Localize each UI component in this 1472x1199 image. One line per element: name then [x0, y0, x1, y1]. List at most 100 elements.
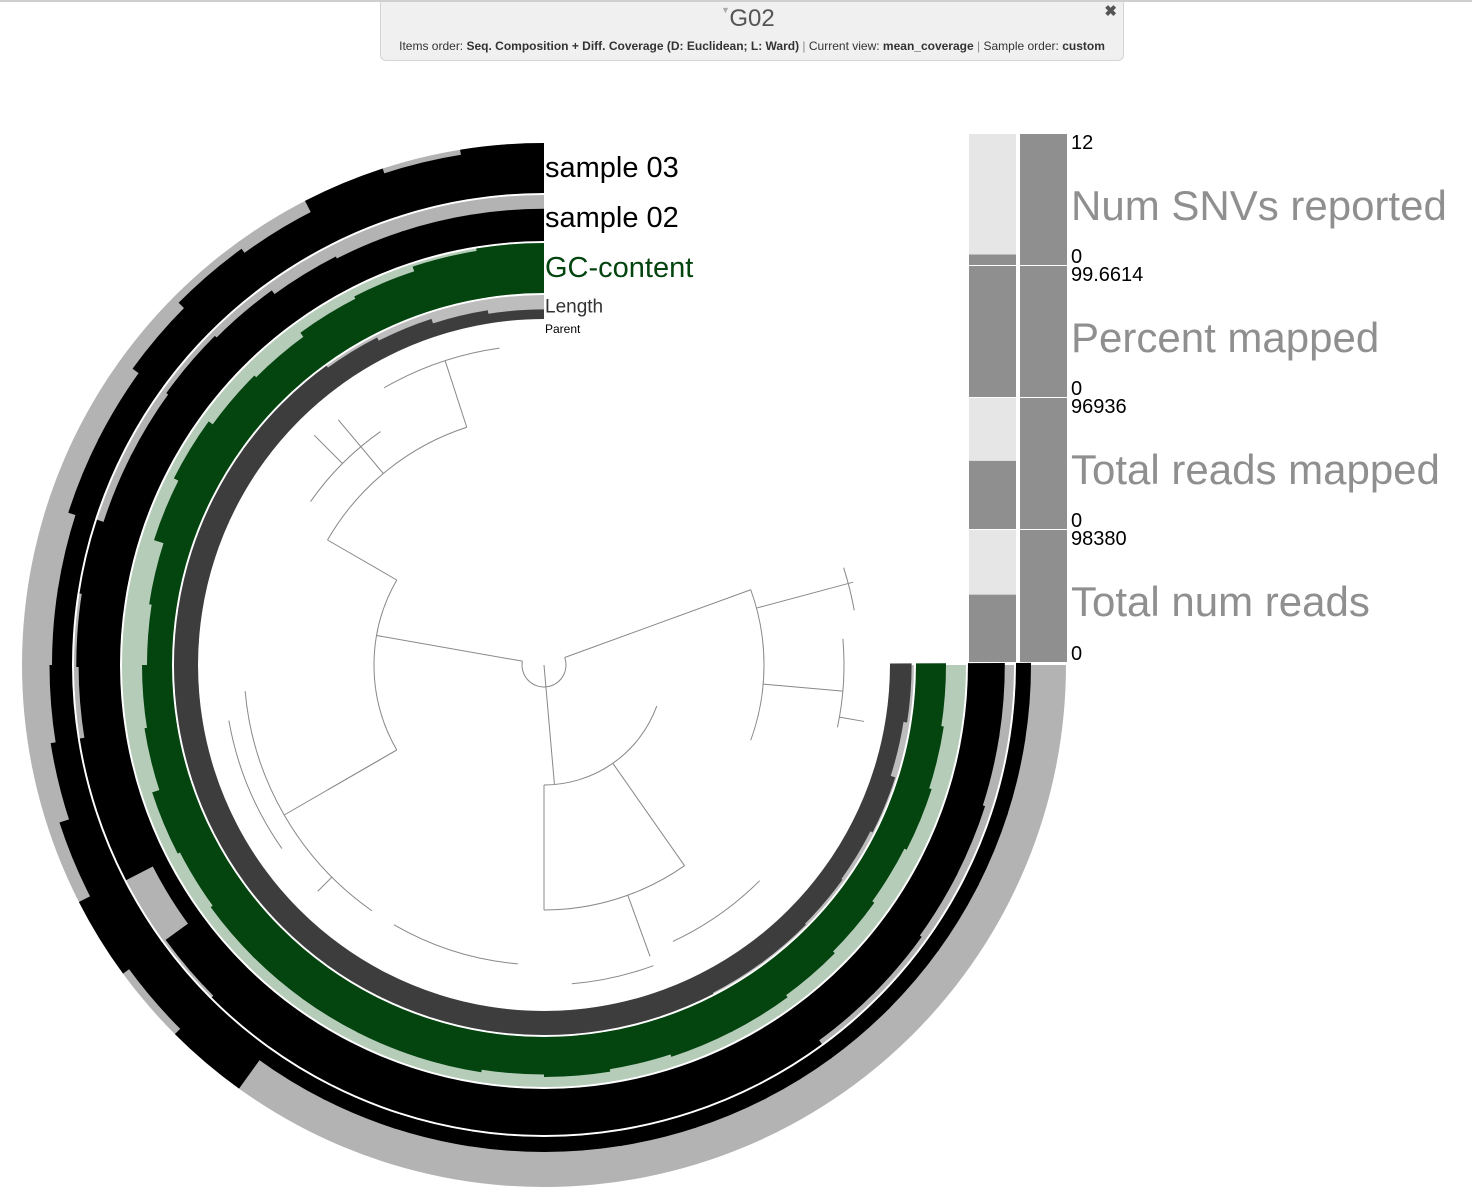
layer-bar[interactable] [921, 794, 986, 876]
layer-bar[interactable] [326, 337, 387, 386]
layer-bar[interactable] [821, 997, 890, 1059]
layer-bar[interactable] [479, 1032, 546, 1075]
layer-bar[interactable] [142, 665, 177, 730]
layer-bar[interactable] [79, 519, 141, 601]
layer-bar[interactable] [52, 588, 78, 668]
layer-bar[interactable] [412, 250, 486, 312]
layer-bar[interactable] [873, 717, 904, 778]
layer-bar[interactable] [192, 771, 237, 835]
layer-bar[interactable] [152, 779, 214, 854]
layer-bar[interactable] [326, 944, 389, 996]
layer-bar[interactable] [78, 879, 164, 974]
layer-bar[interactable] [257, 1046, 332, 1100]
layer-bar[interactable] [887, 855, 958, 938]
layer-bar[interactable] [59, 810, 125, 899]
layer-bar[interactable] [416, 1018, 488, 1073]
layer-bar[interactable] [875, 778, 932, 850]
layer-bar[interactable] [151, 857, 203, 926]
layer-bar[interactable] [964, 808, 1008, 887]
layer-bar[interactable] [179, 833, 245, 908]
layer-bar[interactable] [178, 719, 216, 781]
layer-bar[interactable] [356, 996, 431, 1058]
layer-sample-03[interactable] [22, 143, 1066, 1187]
layer-bar[interactable] [267, 1008, 354, 1085]
layer-bar[interactable] [215, 290, 295, 367]
layer-bar[interactable] [712, 964, 788, 1033]
layer-bar[interactable] [330, 1042, 415, 1113]
layer-bar[interactable] [191, 497, 236, 560]
panel-bar[interactable] [1020, 398, 1067, 529]
layer-bar[interactable] [544, 1130, 623, 1152]
panel-bar[interactable] [1020, 134, 1067, 265]
layer-bar[interactable] [486, 309, 544, 324]
panel-bar[interactable] [1020, 266, 1067, 397]
layer-bar[interactable] [617, 1113, 697, 1147]
layer-bar[interactable] [689, 1084, 767, 1129]
panel-block[interactable]: 96936 Total reads mapped 0 [969, 396, 1440, 532]
layer-bar[interactable] [393, 1113, 473, 1147]
layer-bar[interactable] [281, 365, 341, 422]
layer-bar[interactable] [747, 908, 806, 964]
layer-bar[interactable] [376, 973, 439, 1018]
layer-bar[interactable] [49, 665, 79, 745]
layer-bar[interactable] [213, 447, 265, 510]
panel-block[interactable]: 12 Num SNVs reported 0 [969, 132, 1447, 268]
layer-bar[interactable] [97, 796, 168, 881]
layer-bar[interactable] [79, 731, 142, 813]
layer-bar[interactable] [544, 1006, 604, 1036]
layer-bar[interactable] [793, 963, 875, 1042]
layer-bar[interactable] [736, 1006, 822, 1084]
layer-bar[interactable] [304, 168, 399, 246]
layer-bar[interactable] [173, 421, 244, 498]
layer-bar[interactable] [78, 665, 126, 740]
layer-bar[interactable] [877, 940, 940, 1010]
layer-bar[interactable] [68, 438, 124, 522]
layer-bar[interactable] [962, 662, 1005, 738]
layer-bar[interactable] [947, 729, 1000, 808]
layer-bar[interactable] [486, 1006, 546, 1035]
layer-bar[interactable] [214, 822, 265, 884]
layer-bar[interactable] [460, 143, 544, 200]
layer-bar[interactable] [127, 942, 212, 1031]
layer-bar[interactable] [675, 1041, 760, 1112]
layer-bar[interactable] [885, 663, 912, 723]
layer-bar[interactable] [149, 541, 191, 609]
layer-bar[interactable] [174, 607, 203, 667]
layer-bar[interactable] [758, 1045, 832, 1099]
close-icon[interactable]: ✖ [1104, 3, 1117, 20]
layer-bar[interactable] [897, 721, 944, 790]
panel-bar[interactable] [969, 254, 1016, 265]
layer-bar[interactable] [252, 928, 327, 1000]
layer-bar[interactable] [470, 1083, 547, 1135]
layer-bar[interactable] [97, 371, 163, 453]
caret-icon[interactable]: ▼ [721, 5, 730, 15]
layer-bar[interactable] [431, 310, 490, 337]
layer-bar[interactable] [544, 1083, 620, 1135]
layer-bar[interactable] [50, 738, 96, 822]
layer-bar[interactable] [602, 1018, 673, 1070]
layer-bar[interactable] [429, 994, 492, 1031]
layer-bar[interactable] [243, 403, 300, 463]
layer-bar[interactable] [762, 926, 835, 997]
panel-bar[interactable] [969, 594, 1016, 662]
layer-bar[interactable] [254, 335, 326, 404]
panel-bar[interactable] [969, 460, 1016, 529]
layer-bar[interactable] [322, 1085, 401, 1129]
layer-bar[interactable] [166, 335, 245, 418]
layer-bar[interactable] [807, 882, 875, 953]
layer-bar[interactable] [174, 665, 203, 725]
layer-bar[interactable] [788, 867, 843, 925]
layer-bar[interactable] [401, 214, 478, 263]
layer-bar[interactable] [210, 883, 283, 958]
layer-bar[interactable] [144, 723, 191, 792]
layer-bar[interactable] [852, 770, 896, 833]
layer-bar[interactable] [130, 392, 201, 475]
layer-bar[interactable] [701, 944, 763, 994]
layer-bar[interactable] [398, 1068, 480, 1130]
panel-block[interactable]: 98380 Total num reads 0 [969, 528, 1370, 665]
layer-bar[interactable] [57, 512, 96, 594]
layer-bar[interactable] [178, 248, 267, 333]
layer-bar[interactable] [925, 877, 979, 952]
layer-bar[interactable] [650, 972, 714, 1017]
layer-bar[interactable] [76, 591, 126, 668]
